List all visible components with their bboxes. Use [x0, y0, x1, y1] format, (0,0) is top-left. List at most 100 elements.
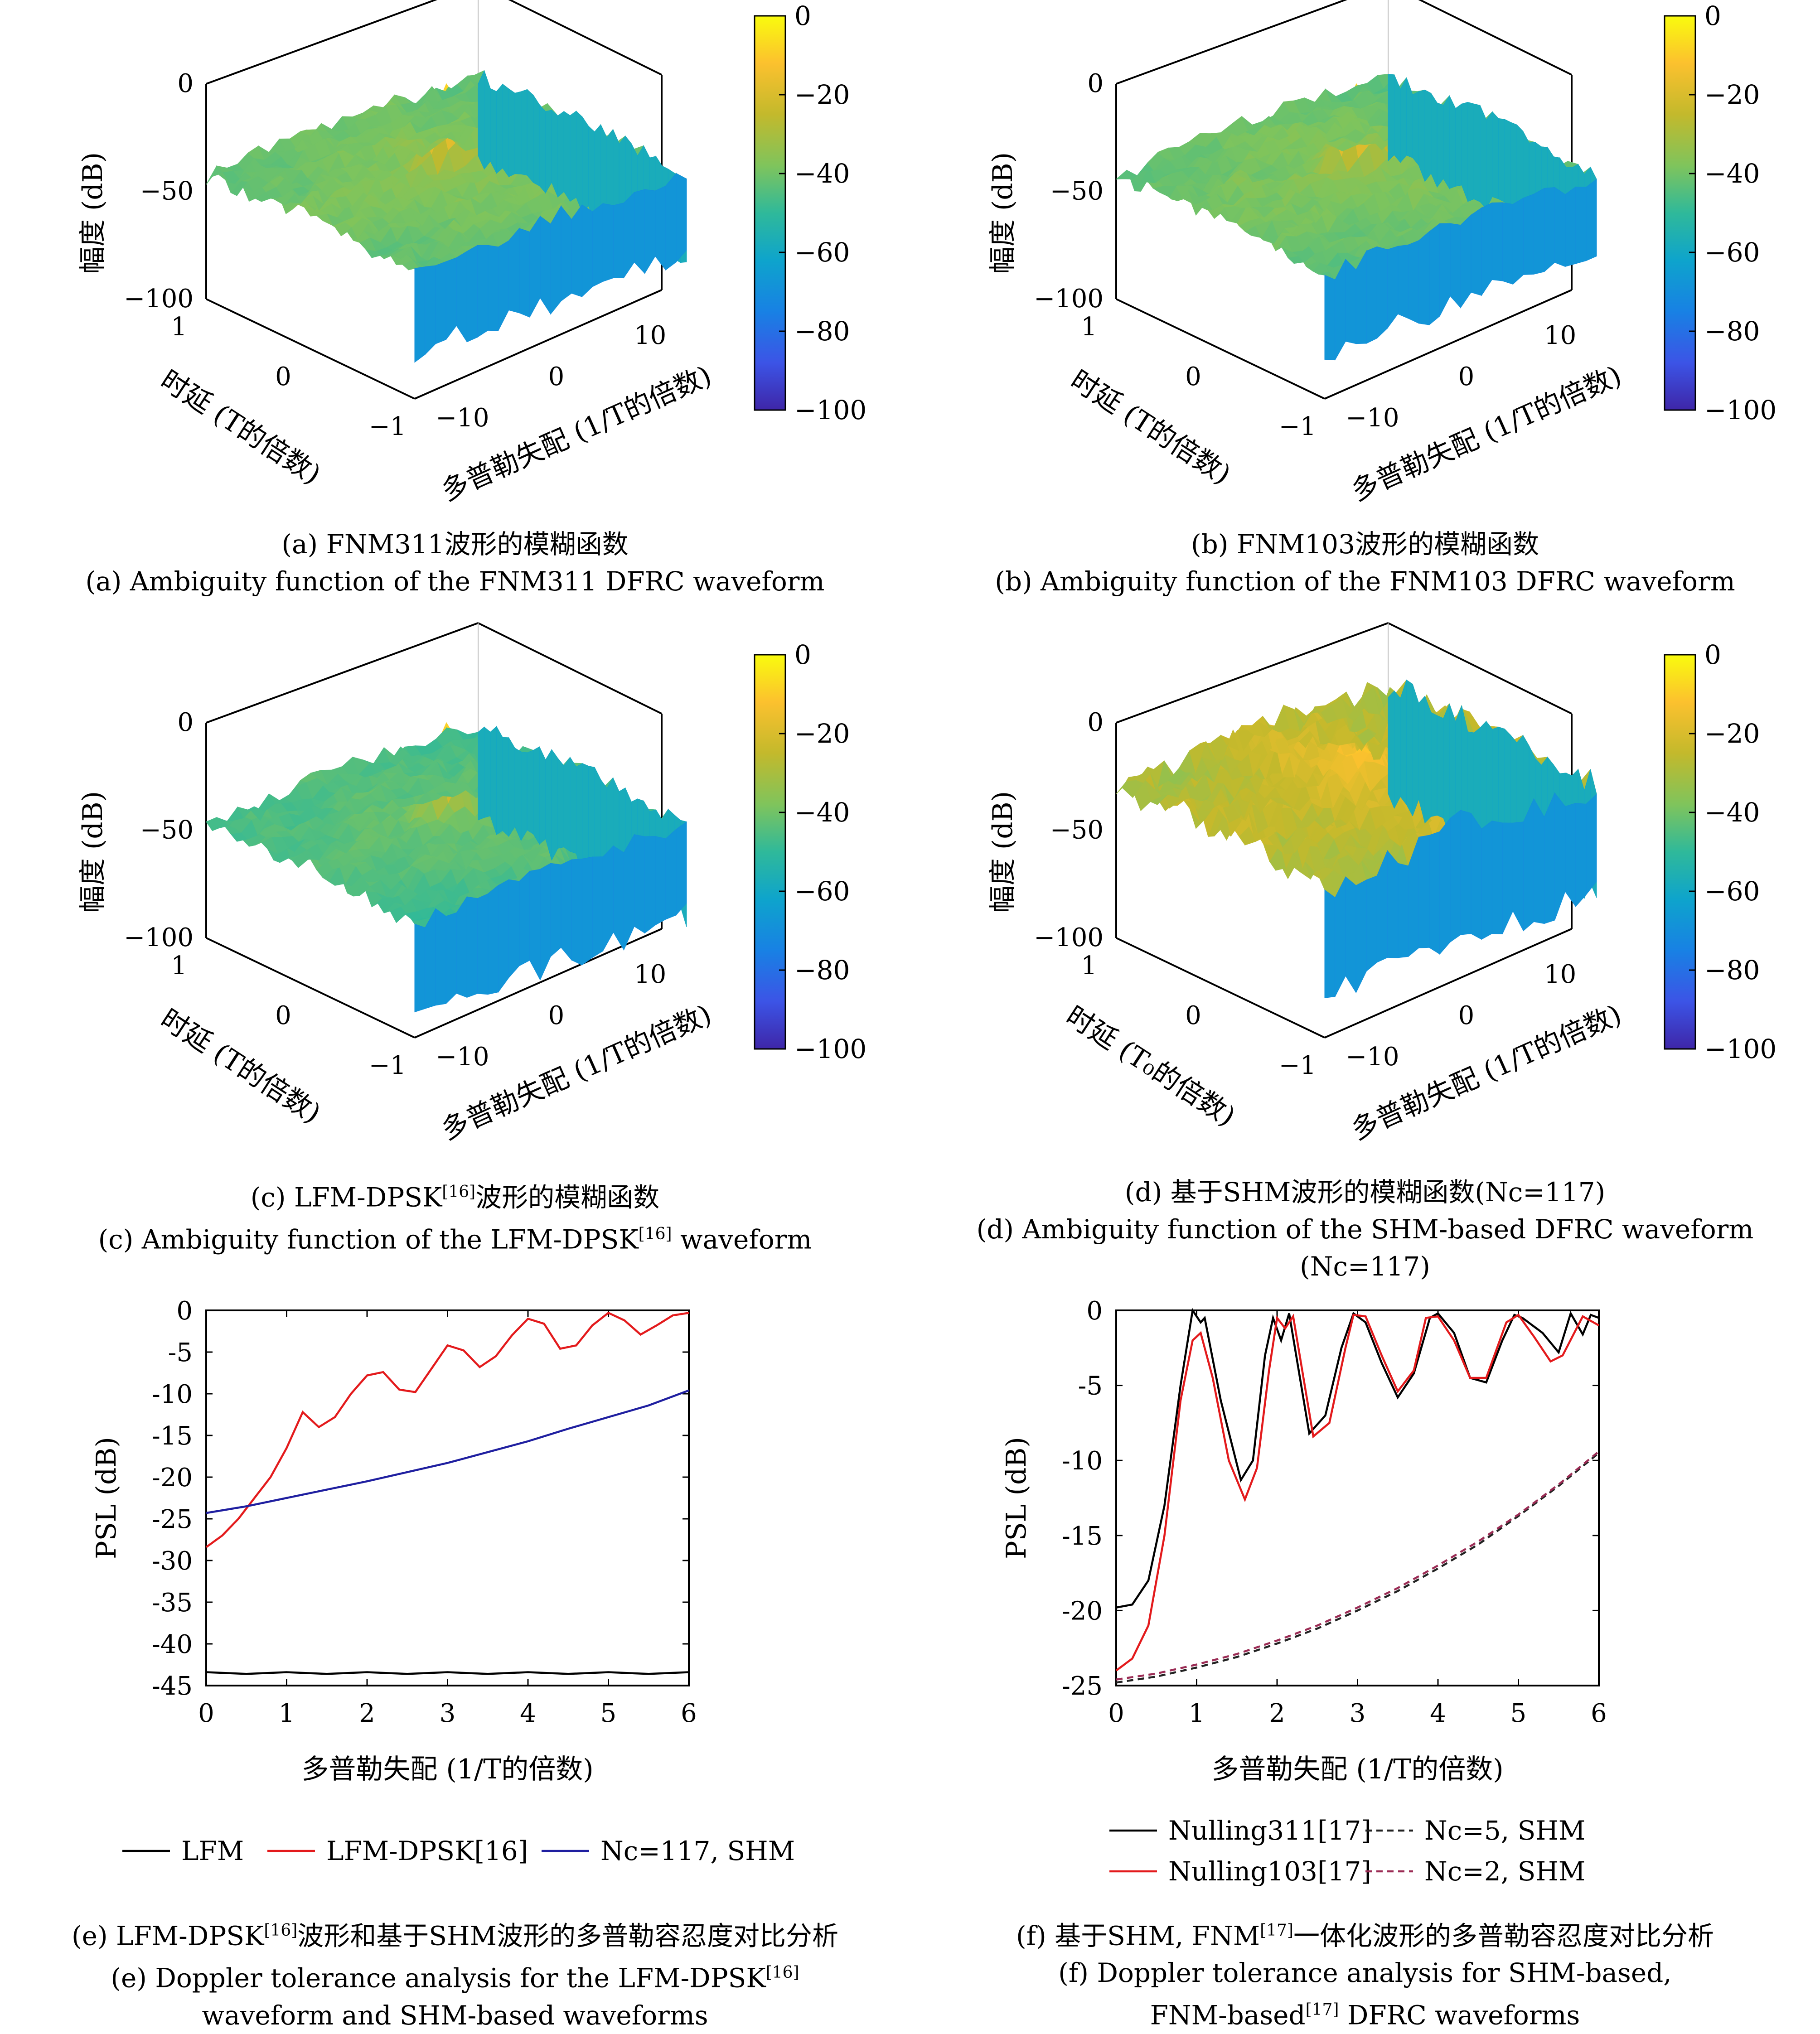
y-tick-label: -15 [152, 1421, 193, 1451]
caption-a-cn: (a) FNM311波形的模糊函数 [281, 529, 629, 560]
surface-skirt [1512, 821, 1524, 931]
surface-skirt [1486, 111, 1493, 209]
surface-skirt [1406, 679, 1413, 816]
surface-skirt [1461, 101, 1468, 202]
x-tick-label: 4 [520, 1699, 536, 1728]
surface-skirt [539, 104, 546, 194]
surface-skirt [1412, 684, 1419, 816]
surface-skirt [1467, 101, 1474, 202]
legend-label: Nulling311[17] [1168, 1815, 1371, 1846]
surface-skirt [655, 185, 666, 271]
surface-skirt [545, 110, 552, 194]
z-tick-label: −50 [1050, 177, 1104, 206]
surface-skirt [1534, 797, 1545, 924]
surface-skirt [477, 245, 489, 338]
y-tick-label: 0 [275, 1001, 291, 1030]
x-tick-label: 10 [634, 321, 666, 350]
x-tick-label: 0 [1108, 1699, 1124, 1728]
surface-skirt [466, 896, 478, 998]
z-tick-label: −50 [1050, 816, 1104, 845]
surface-skirt [576, 110, 583, 213]
surface-skirt [1429, 223, 1440, 326]
y-tick-label: 1 [1081, 312, 1097, 342]
surface-skirt [521, 89, 528, 176]
caption-f-en1: (f) Doppler tolerance analysis for SHM-b… [1058, 1957, 1672, 1989]
y-axis-label: PSL (dB) [1001, 1437, 1032, 1559]
series-line-2 [206, 1389, 689, 1514]
surface-skirt [644, 189, 656, 275]
y-tick-label: 0 [176, 1296, 193, 1326]
surface-skirt [1400, 77, 1407, 164]
caption-e-cn: (e) LFM-DPSK[16]波形和基于SHM波形的多普勒容忍度对比分析 [72, 1920, 838, 1952]
colorbar-tick-label: −40 [794, 797, 850, 828]
surface-skirt [456, 251, 467, 343]
surface-skirt [1575, 186, 1587, 264]
surface-skirt [1387, 850, 1399, 958]
surface-skirt [1388, 690, 1395, 809]
surface-skirt [502, 83, 509, 178]
x-tick-label: 1 [279, 1699, 295, 1728]
x-axis-label: 多普勒失配 (1/T的倍数) [1346, 360, 1626, 507]
box-top-edge [478, 622, 662, 715]
z-tick-label: −100 [1034, 923, 1104, 952]
caption-b-en: (b) Ambiguity function of the FNM103 DFR… [995, 566, 1735, 597]
colorbar-tick-label: −60 [1704, 237, 1760, 268]
surface-skirt [592, 203, 603, 287]
surface-skirt [655, 836, 666, 926]
z-tick-label: 0 [177, 708, 194, 737]
surface-skirt [1460, 810, 1471, 935]
z-tick-label: −100 [124, 923, 194, 952]
surface-skirt [1439, 223, 1451, 317]
x-tick-label: 2 [1269, 1699, 1285, 1728]
surface-skirt [1418, 89, 1425, 182]
surface-skirt [561, 859, 572, 961]
z-axis-label: 幅度 (dB) [77, 152, 109, 274]
axis-x-line [1324, 928, 1572, 1039]
z-axis-label: 幅度 (dB) [77, 791, 109, 913]
surface-skirt [1575, 803, 1587, 908]
psl-plot-e: 0 1 2 3 4 5 6 0 -5 -10 -15 -20 -25 -30 -35 -40 -45 多普勒失配 … [91, 1296, 795, 1866]
x-tick-label: 0 [548, 362, 565, 391]
surface-skirt [539, 746, 546, 845]
colorbar-tick-label: −20 [1704, 79, 1760, 110]
colorbar-tick-label: −100 [794, 1034, 866, 1064]
legend-label: Nc=117, SHM [600, 1836, 795, 1866]
surface-skirt [1418, 835, 1430, 948]
y-axis-label: 时延 (T的倍数) [155, 1003, 327, 1130]
colorbar-tick-label: −60 [1704, 876, 1760, 907]
surface-skirt [602, 845, 614, 952]
surface-skirt [414, 266, 426, 363]
surface-skirt [588, 126, 595, 220]
surface-skirt [496, 725, 503, 836]
surface-skirt [1324, 275, 1336, 360]
y-tick-label: -20 [152, 1463, 193, 1493]
series-line-1 [1115, 1313, 1600, 1672]
surface-skirt [540, 215, 551, 315]
surface-skirt [1398, 244, 1409, 319]
surface-skirt [484, 70, 491, 170]
series-line-3 [1116, 1450, 1600, 1681]
colorbar-tick-label: −80 [1704, 316, 1760, 347]
colorbar [1664, 15, 1696, 411]
surface-skirt [1345, 876, 1356, 994]
series-line-0 [206, 1671, 689, 1675]
surface-skirt [561, 205, 572, 302]
colorbar [1664, 654, 1696, 1050]
y-axis-label: 时延 (T₀的倍数) [1060, 1000, 1241, 1133]
surface-skirt [488, 884, 499, 995]
y-tick-label: 0 [1086, 1296, 1103, 1326]
caption-e-en1: (e) Doppler tolerance analysis for the L… [111, 1962, 799, 1994]
surface-skirt [551, 749, 558, 860]
y-tick-label: -10 [152, 1380, 193, 1409]
surface-skirt [1544, 187, 1555, 272]
colorbar-tick-label: 0 [1704, 639, 1721, 670]
surface-skirt [1424, 89, 1432, 183]
surface-skirt [1460, 214, 1471, 309]
surface-skirt [478, 726, 485, 821]
colorbar-tick-label: −60 [794, 876, 850, 907]
y-tick-label: -15 [1062, 1522, 1103, 1551]
surface-skirt [514, 748, 522, 841]
